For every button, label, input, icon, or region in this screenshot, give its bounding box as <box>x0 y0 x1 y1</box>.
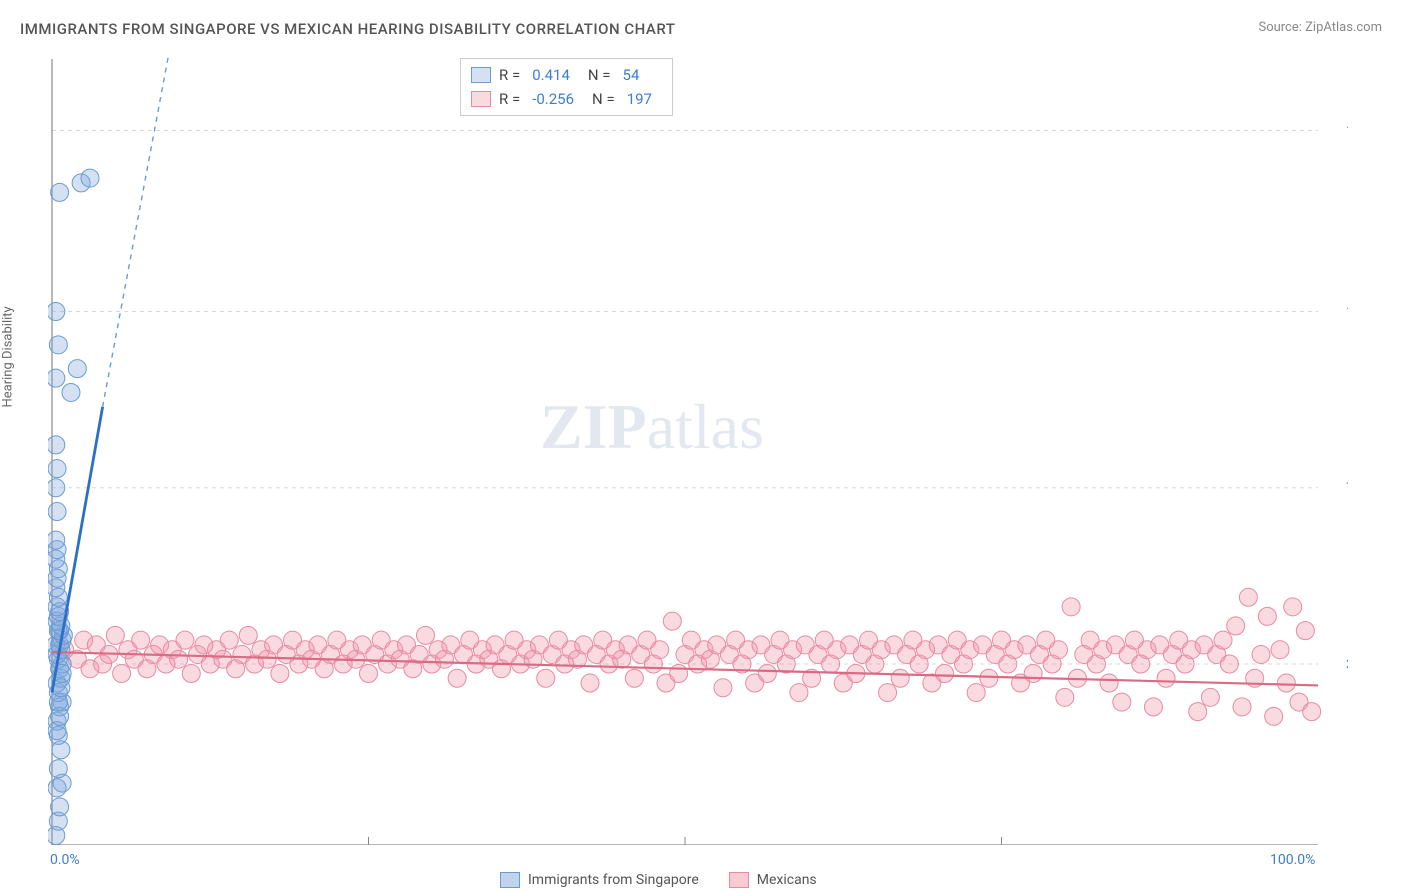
y-axis-label: Hearing Disability <box>1 306 16 407</box>
bottom-swatch-singapore <box>500 872 520 888</box>
legend-r-value-singapore: 0.414 <box>532 66 570 84</box>
chart-area: 3.8% 7.5% 11.2% 15.0% <box>48 55 1348 845</box>
legend-row-singapore: R = 0.414 N = 54 <box>471 63 662 87</box>
legend-swatch-singapore <box>471 67 491 83</box>
svg-text:11.2%: 11.2% <box>1346 304 1348 320</box>
chart-title: IMMIGRANTS FROM SINGAPORE VS MEXICAN HEA… <box>20 20 675 38</box>
bottom-label-mexicans: Mexicans <box>757 872 817 888</box>
svg-text:3.8%: 3.8% <box>1346 657 1348 673</box>
correlation-legend: R = 0.414 N = 54 R = -0.256 N = 197 <box>460 58 673 116</box>
bottom-label-singapore: Immigrants from Singapore <box>528 872 699 888</box>
x-tick-label: 0.0% <box>50 852 80 868</box>
svg-text:15.0%: 15.0% <box>1346 123 1348 139</box>
svg-text:7.5%: 7.5% <box>1346 481 1348 497</box>
bottom-legend-singapore: Immigrants from Singapore <box>500 872 699 888</box>
legend-n-value-mexicans: 197 <box>627 90 652 108</box>
scatter-chart: 3.8% 7.5% 11.2% 15.0% <box>48 55 1348 845</box>
source-attribution: Source: ZipAtlas.com <box>1258 20 1382 35</box>
bottom-legend: Immigrants from Singapore Mexicans <box>500 872 817 888</box>
x-tick-label: 100.0% <box>1270 852 1315 868</box>
bottom-legend-mexicans: Mexicans <box>729 872 817 888</box>
legend-n-label: N = <box>588 66 611 84</box>
legend-n-value-singapore: 54 <box>623 66 640 84</box>
legend-r-label: R = <box>499 66 520 84</box>
legend-r-value-mexicans: -0.256 <box>532 90 574 108</box>
bottom-swatch-mexicans <box>729 872 749 888</box>
legend-swatch-mexicans <box>471 91 491 107</box>
legend-n-label: N = <box>592 90 615 108</box>
legend-row-mexicans: R = -0.256 N = 197 <box>471 87 662 111</box>
legend-r-label: R = <box>499 90 520 108</box>
